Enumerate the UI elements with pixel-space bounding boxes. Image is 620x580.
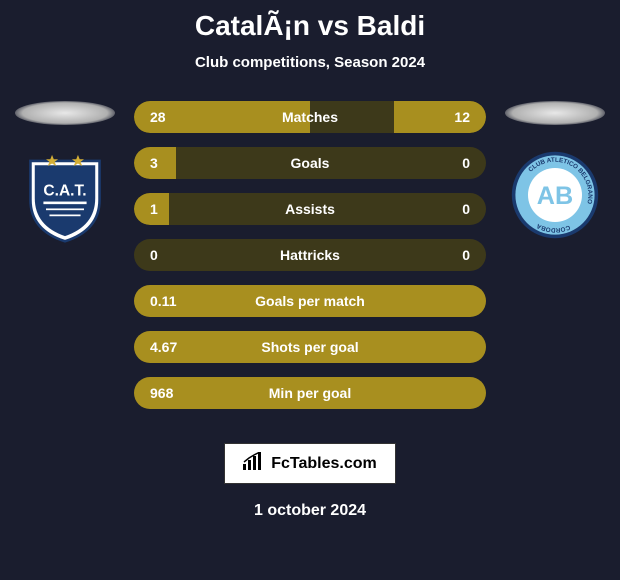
brand-text: FcTables.com	[271, 455, 377, 473]
right-logo-section: AB CLUB ATLETICO BELGRANO CORDOBA	[500, 101, 610, 240]
stat-label: Goals per match	[255, 293, 365, 309]
stat-row: 968 Min per goal	[134, 377, 486, 409]
branding-container: FcTables.com	[0, 443, 620, 484]
main-container: C.A.T. 28 Matches 12 3 Goals 0 1 Assists 0 0 Hattr…	[0, 101, 620, 423]
brand-box[interactable]: FcTables.com	[224, 443, 396, 484]
left-logo-section: C.A.T.	[10, 101, 120, 240]
stat-value-left: 0	[150, 247, 158, 263]
stat-value-right: 0	[462, 201, 470, 217]
stat-value-right: 12	[454, 109, 470, 125]
brand-chart-icon	[243, 452, 265, 475]
stat-label: Assists	[285, 201, 335, 217]
talleres-logo: C.A.T.	[20, 150, 110, 240]
stat-row: 28 Matches 12	[134, 101, 486, 133]
stat-value-left: 3	[150, 155, 158, 171]
stat-value-left: 968	[150, 385, 173, 401]
stat-label: Min per goal	[269, 385, 351, 401]
svg-text:C.A.T.: C.A.T.	[43, 182, 86, 199]
svg-text:AB: AB	[537, 182, 573, 210]
stat-label: Matches	[282, 109, 338, 125]
stat-row: 0.11 Goals per match	[134, 285, 486, 317]
stat-label: Goals	[291, 155, 330, 171]
stat-value-left: 28	[150, 109, 166, 125]
stat-label: Shots per goal	[261, 339, 358, 355]
footer-date: 1 october 2024	[0, 502, 620, 520]
stat-row: 0 Hattricks 0	[134, 239, 486, 271]
stat-row: 1 Assists 0	[134, 193, 486, 225]
stat-row: 3 Goals 0	[134, 147, 486, 179]
page-subtitle: Club competitions, Season 2024	[0, 54, 620, 71]
page-title: CatalÃ¡n vs Baldi	[0, 0, 620, 42]
stat-label: Hattricks	[280, 247, 340, 263]
left-ellipse-shadow	[15, 101, 115, 125]
belgrano-logo: AB CLUB ATLETICO BELGRANO CORDOBA	[510, 150, 600, 240]
stat-row: 4.67 Shots per goal	[134, 331, 486, 363]
stat-value-left: 0.11	[150, 293, 176, 309]
stat-value-right: 0	[462, 247, 470, 263]
stats-section: 28 Matches 12 3 Goals 0 1 Assists 0 0 Hattricks 0 0.…	[120, 101, 500, 423]
talleres-shield-icon: C.A.T.	[21, 148, 109, 243]
stat-value-right: 0	[462, 155, 470, 171]
belgrano-circle-icon: AB CLUB ATLETICO BELGRANO CORDOBA	[510, 150, 600, 240]
stat-value-left: 4.67	[150, 339, 177, 355]
right-ellipse-shadow	[505, 101, 605, 125]
stat-bar-right	[394, 101, 486, 133]
stat-value-left: 1	[150, 201, 158, 217]
